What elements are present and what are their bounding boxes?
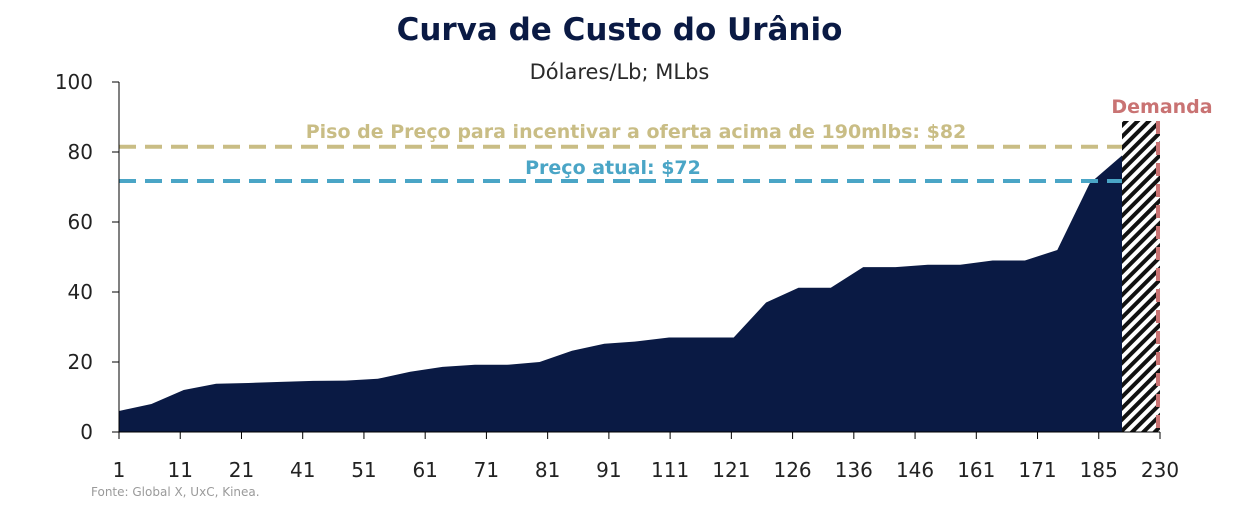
x-tick-label: 41 <box>290 458 315 482</box>
cost-curve-area <box>119 155 1122 432</box>
x-tick-label: 161 <box>957 458 995 482</box>
y-tick-label: 60 <box>68 210 93 234</box>
current-price-label: Preço atual: $72 <box>525 157 701 179</box>
demand-label: Demanda <box>1111 96 1212 118</box>
x-tick-label: 71 <box>474 458 499 482</box>
x-tick-label: 185 <box>1080 458 1118 482</box>
y-tick-label: 20 <box>68 350 93 374</box>
x-tick-label: 11 <box>168 458 193 482</box>
x-tick-label: 171 <box>1018 458 1056 482</box>
y-tick-label: 100 <box>55 70 93 94</box>
y-tick-label: 40 <box>68 280 93 304</box>
chart-title: Curva de Custo do Urânio <box>396 12 843 48</box>
x-tick-label: 81 <box>535 458 560 482</box>
x-tick-label: 61 <box>412 458 437 482</box>
x-tick-label: 230 <box>1141 458 1179 482</box>
y-tick-label: 80 <box>68 140 93 164</box>
x-tick-label: 111 <box>651 458 689 482</box>
x-tick-label: 121 <box>712 458 750 482</box>
y-tick-label: 0 <box>80 420 93 444</box>
x-tick-label: 126 <box>773 458 811 482</box>
x-tick-label: 21 <box>229 458 254 482</box>
x-tick-label: 136 <box>835 458 873 482</box>
x-tick-label: 91 <box>596 458 621 482</box>
x-tick-label: 146 <box>896 458 934 482</box>
demand-hatch-block <box>1122 121 1160 432</box>
x-tick-label: 51 <box>351 458 376 482</box>
source-note: Fonte: Global X, UxC, Kinea. <box>91 485 260 499</box>
x-tick-label: 1 <box>113 458 126 482</box>
price-floor-label: Piso de Preço para incentivar a oferta a… <box>306 121 967 143</box>
chart-subtitle: Dólares/Lb; MLbs <box>529 60 710 84</box>
